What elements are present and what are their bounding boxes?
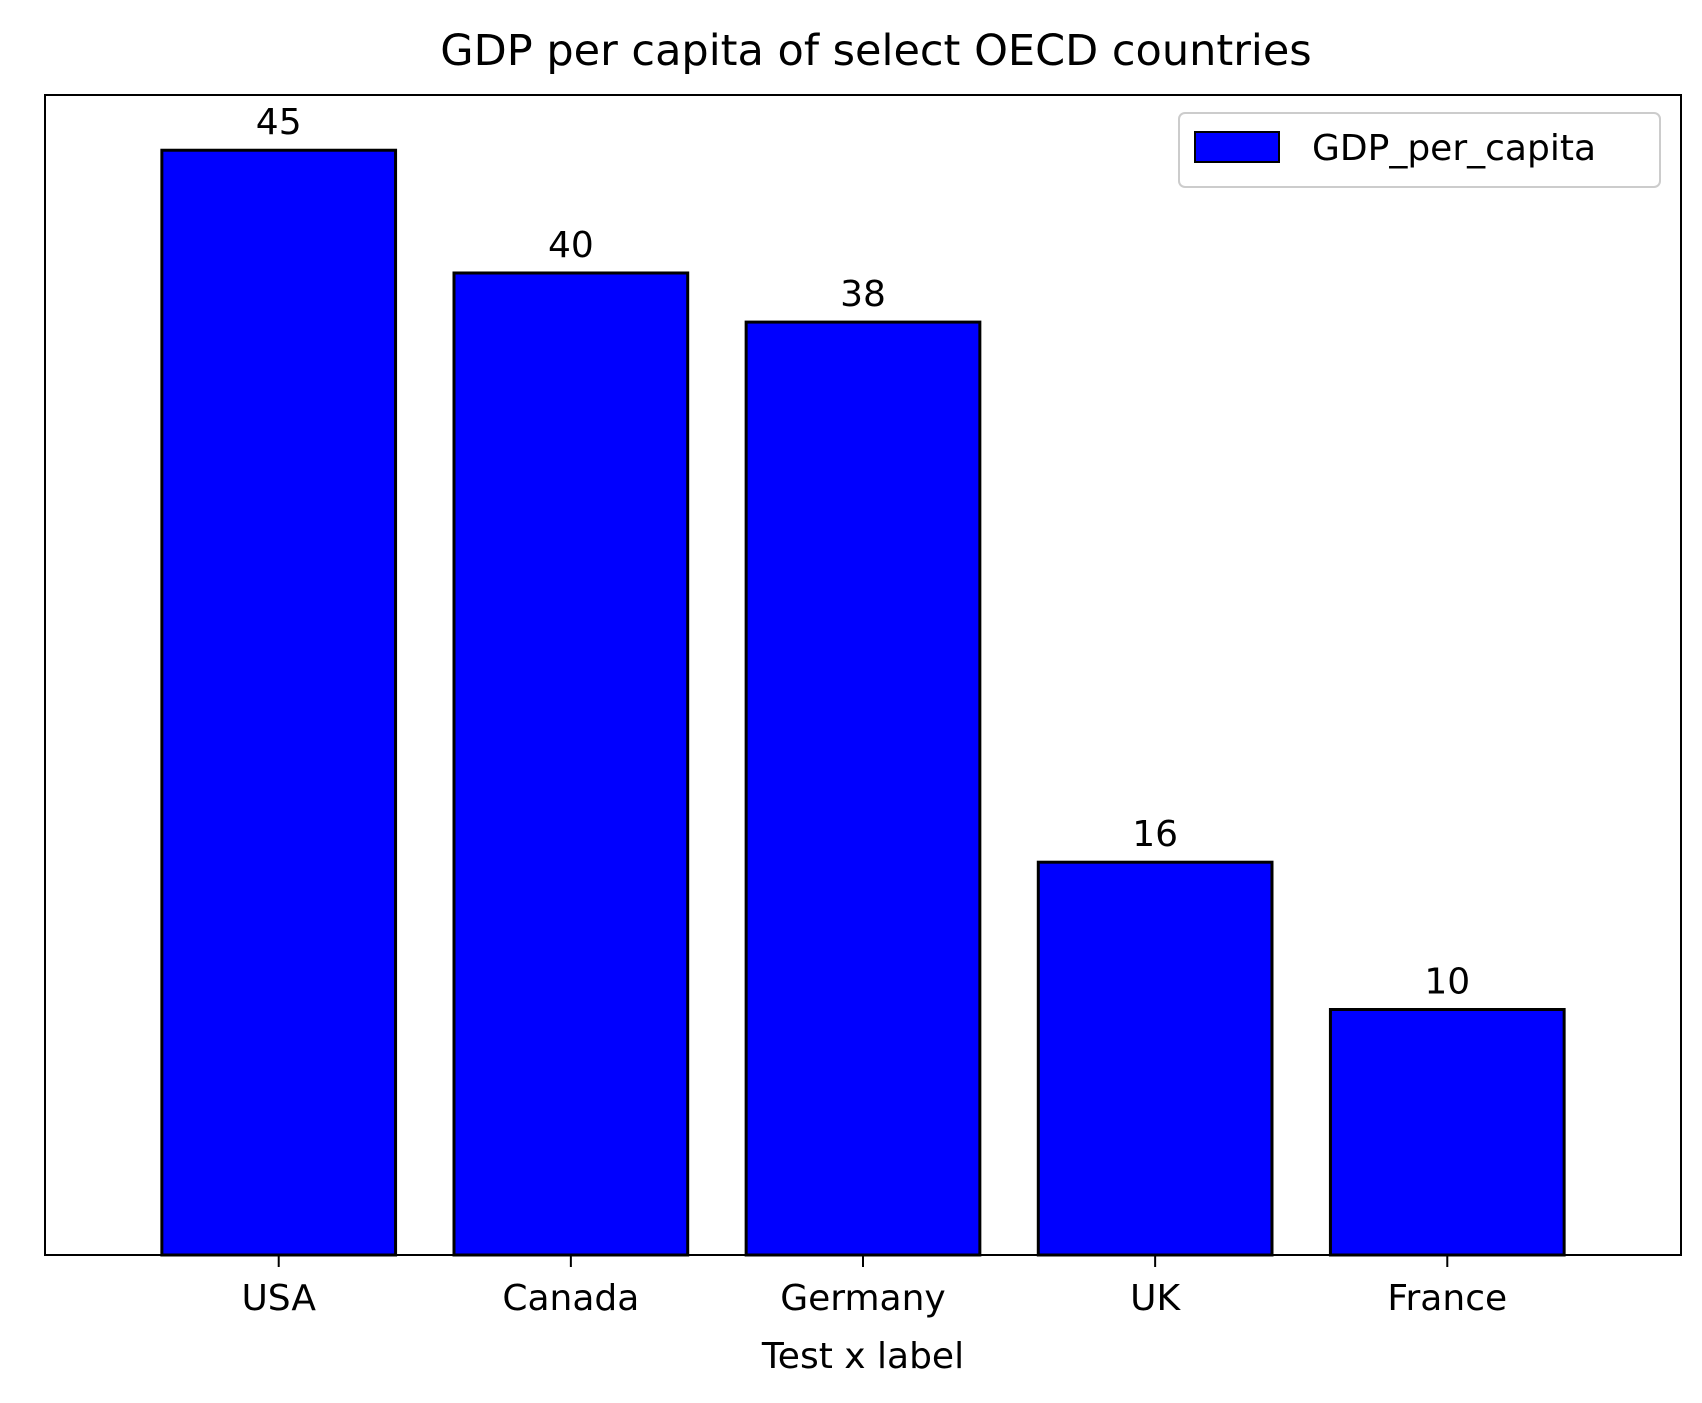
bar-canada [452, 271, 690, 1257]
bar-germany [744, 320, 982, 1257]
bar-usa [160, 148, 398, 1257]
legend-entry-gdp-per-capita: GDP_per_capita [1312, 128, 1596, 169]
data-labels-group: 45 40 38 16 10 [256, 102, 1470, 1002]
data-label-canada: 40 [548, 225, 594, 266]
chart-title: GDP per capita of select OECD countries [440, 26, 1311, 76]
x-tick-label-france: France [1387, 1278, 1507, 1319]
data-label-france: 10 [1424, 962, 1470, 1003]
x-tick-label-uk: UK [1130, 1278, 1181, 1319]
bars-group [160, 148, 1566, 1257]
bar-france [1328, 1008, 1566, 1257]
data-label-usa: 45 [256, 102, 302, 143]
data-label-uk: 16 [1132, 814, 1178, 855]
legend-swatch [1194, 131, 1280, 163]
legend-box [1178, 112, 1661, 188]
x-tick-label-germany: Germany [780, 1278, 945, 1319]
x-tick-label-usa: USA [241, 1278, 316, 1319]
x-axis-label: Test x label [761, 1336, 964, 1377]
bar-uk [1036, 860, 1274, 1257]
x-tick-label-canada: Canada [502, 1278, 639, 1319]
data-label-germany: 38 [840, 274, 886, 315]
legend: GDP_per_capita [1178, 112, 1661, 188]
x-axis-ticks-group: USA Canada Germany UK France [241, 1255, 1507, 1319]
